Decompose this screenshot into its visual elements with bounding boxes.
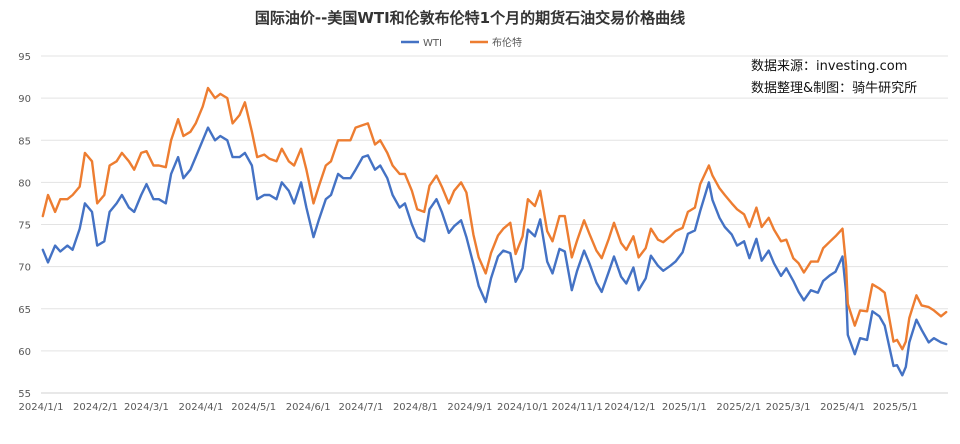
x-tick-label: 2024/11/1 xyxy=(551,402,602,413)
source-note: 数据来源：investing.com xyxy=(751,59,907,74)
x-tick-label: 2025/5/1 xyxy=(873,402,918,413)
x-tick-label: 2024/2/1 xyxy=(73,402,118,413)
x-tick-label: 2024/4/1 xyxy=(178,402,223,413)
x-tick-label: 2024/7/1 xyxy=(338,402,383,413)
y-axis: 55 60 65 70 75 80 85 90 95 xyxy=(18,52,31,400)
x-tick-label: 2024/5/1 xyxy=(231,402,276,413)
y-tick-label: 75 xyxy=(18,221,31,232)
x-tick-label: 2024/8/1 xyxy=(393,402,438,413)
legend: WTI 布伦特 xyxy=(401,36,522,49)
y-tick-label: 55 xyxy=(18,389,31,400)
legend-label-wti: WTI xyxy=(423,38,442,49)
x-tick-label: 2024/10/1 xyxy=(497,402,548,413)
y-tick-label: 65 xyxy=(18,305,31,316)
gridlines xyxy=(41,55,948,394)
x-tick-label: 2025/3/1 xyxy=(766,402,811,413)
series-lines xyxy=(41,86,948,377)
chart-title: 国际油价--美国WTI和伦敦布伦特1个月的期货石油交易价格曲线 xyxy=(255,9,685,27)
x-tick-label: 2024/1/1 xyxy=(19,402,64,413)
x-tick-label: 2024/6/1 xyxy=(286,402,331,413)
series-line-wti xyxy=(41,126,948,377)
credit-note: 数据整理&制图：骑牛研究所 xyxy=(751,81,917,96)
y-tick-label: 70 xyxy=(18,263,31,274)
x-tick-label: 2025/1/1 xyxy=(662,402,707,413)
x-tick-label: 2025/4/1 xyxy=(820,402,865,413)
x-tick-label: 2025/2/1 xyxy=(716,402,761,413)
series-line-brent xyxy=(41,86,948,351)
y-tick-label: 90 xyxy=(18,94,31,105)
x-tick-label: 2024/3/1 xyxy=(124,402,169,413)
legend-label-brent: 布伦特 xyxy=(492,36,522,49)
x-tick-label: 2024/9/1 xyxy=(447,402,492,413)
x-tick-label: 2024/12/1 xyxy=(604,402,655,413)
x-axis: 2024/1/1 2024/2/1 2024/3/1 2024/4/1 2024/5/1… xyxy=(19,392,948,413)
y-tick-label: 60 xyxy=(18,347,31,358)
y-tick-label: 80 xyxy=(18,178,31,189)
y-tick-label: 85 xyxy=(18,136,31,147)
y-tick-label: 95 xyxy=(18,52,31,63)
